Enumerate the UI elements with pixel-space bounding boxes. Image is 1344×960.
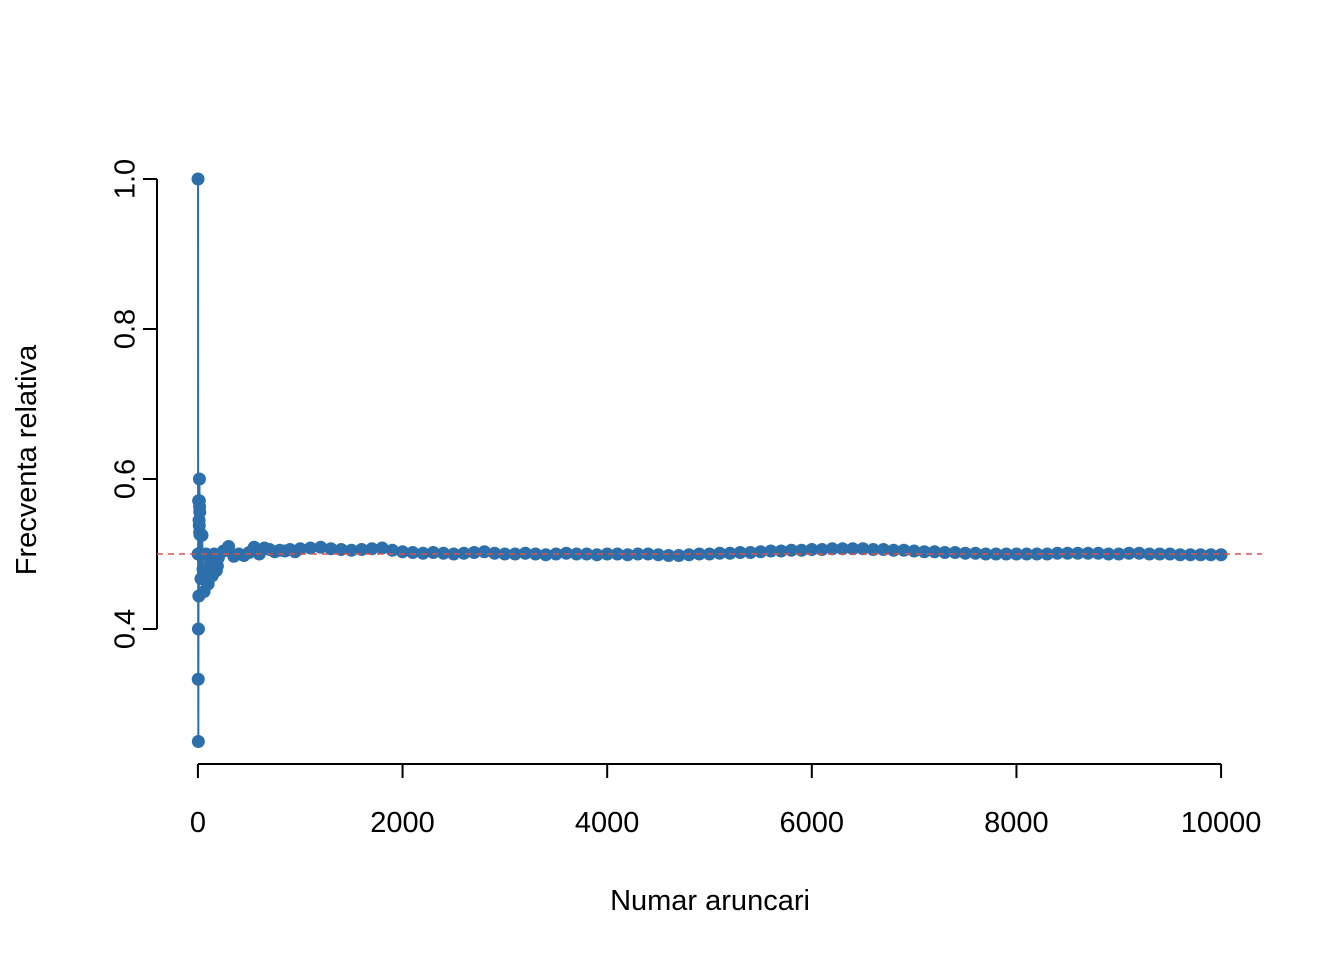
data-point: [193, 505, 207, 519]
data-point: [447, 547, 461, 561]
data-point: [375, 541, 389, 555]
data-point: [672, 549, 686, 562]
data-point: [477, 545, 491, 559]
data-point: [600, 547, 614, 561]
data-point: [365, 542, 379, 556]
data-point: [743, 546, 757, 559]
data-point: [815, 543, 829, 556]
data-point: [610, 547, 624, 561]
data-point: [1214, 548, 1228, 562]
x-axis-label: Numar aruncari: [610, 885, 810, 917]
data-point: [467, 546, 481, 559]
data-point: [641, 547, 655, 561]
x-tick-label: 6000: [780, 807, 845, 839]
y-tick-label: 0.4: [110, 609, 142, 649]
data-point: [621, 548, 635, 562]
y-tick-label: 1.0: [110, 159, 142, 199]
data-point: [876, 543, 890, 556]
y-tick-label: 0.8: [110, 309, 142, 349]
data-point: [426, 546, 440, 559]
data-point: [457, 546, 471, 560]
x-tick-label: 0: [190, 807, 206, 839]
data-point: [733, 546, 747, 559]
data-point: [1183, 548, 1197, 562]
data-point: [846, 542, 860, 556]
data-point: [191, 735, 205, 748]
data-point: [1081, 546, 1095, 560]
data-point: [191, 172, 205, 186]
data-point: [1040, 547, 1054, 561]
data-point: [1071, 546, 1085, 560]
data-point: [856, 542, 870, 556]
data-point: [192, 472, 206, 486]
y-tick-label: 0.6: [110, 459, 142, 499]
data-point: [836, 542, 850, 556]
data-point: [498, 547, 512, 561]
data-point: [651, 548, 665, 562]
data-point: [917, 545, 931, 559]
x-tick-label: 10000: [1181, 807, 1262, 839]
x-tick-label: 8000: [984, 807, 1049, 839]
data-point: [324, 542, 338, 556]
data-point: [1050, 546, 1064, 560]
data-point: [754, 545, 768, 559]
data-point: [631, 547, 645, 561]
data-point: [355, 543, 369, 556]
x-tick-label: 4000: [575, 807, 640, 839]
data-point: [948, 546, 962, 559]
series-line: [197, 178, 1222, 742]
data-point: [406, 546, 420, 559]
data-point: [662, 549, 676, 562]
data-point: [1061, 546, 1075, 560]
data-point: [334, 543, 348, 556]
data-point: [293, 542, 307, 556]
data-point: [396, 545, 410, 559]
data-point: [508, 547, 522, 561]
data-point: [1091, 546, 1105, 560]
data-point: [938, 546, 952, 559]
data-point: [303, 541, 317, 555]
x-tick-label: 2000: [370, 807, 435, 839]
y-axis-label: Frecventa relativa: [11, 344, 43, 575]
data-point: [866, 543, 880, 556]
data-point: [488, 546, 502, 560]
data-point: [191, 672, 205, 686]
data-point: [195, 528, 209, 542]
data-point: [191, 622, 205, 636]
data-point: [314, 540, 328, 554]
data-point: [222, 540, 236, 553]
data-point: [1030, 547, 1044, 561]
data-point: [1204, 548, 1218, 562]
data-point: [928, 545, 942, 559]
data-point: [590, 548, 604, 562]
data-point: [825, 542, 839, 556]
data-point: [805, 543, 819, 556]
data-point: [1194, 548, 1208, 562]
